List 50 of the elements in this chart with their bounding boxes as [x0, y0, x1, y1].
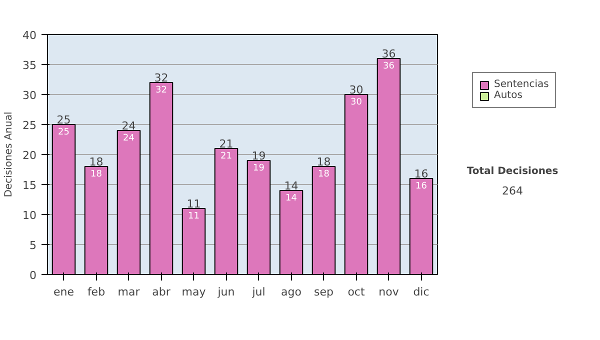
- total-label: 30: [349, 84, 364, 96]
- y-tick-label: 40: [22, 29, 37, 42]
- total-label: 24: [122, 120, 136, 132]
- data-label: 30: [350, 98, 362, 108]
- total-label: 18: [89, 156, 104, 168]
- x-tick-label: may: [182, 286, 206, 298]
- total-label: 25: [56, 114, 71, 126]
- legend-label: Sentencias: [494, 79, 549, 90]
- data-label: 18: [90, 170, 102, 180]
- total-label: 16: [414, 168, 428, 180]
- x-tick-label: oct: [348, 286, 366, 298]
- total-label: 14: [284, 180, 298, 192]
- y-tick-label: 0: [30, 269, 36, 282]
- data-label: 11: [188, 212, 200, 222]
- y-tick-label: 5: [30, 239, 36, 252]
- y-axis-title: Decisiones Anual: [4, 112, 15, 198]
- x-tick-label: ene: [53, 286, 74, 298]
- data-label: 21: [220, 152, 232, 162]
- y-tick-label: 35: [22, 59, 37, 72]
- y-tick-label: 10: [22, 209, 37, 222]
- x-tick-label: dic: [413, 286, 430, 298]
- text: Total Decisiones: [466, 166, 558, 178]
- text: 264: [502, 184, 523, 198]
- x-tick-label: ago: [281, 286, 302, 298]
- y-tick-label: 15: [22, 179, 37, 192]
- data-label: 18: [318, 170, 330, 180]
- x-tick-label: mar: [118, 286, 140, 298]
- y-tick-label: 25: [22, 119, 37, 132]
- x-tick-label: jul: [251, 286, 266, 298]
- y-tick-label: 20: [22, 149, 37, 162]
- data-label: 25: [58, 128, 70, 138]
- total-label: 18: [316, 156, 331, 168]
- legend-label: Autos: [494, 90, 522, 101]
- y-tick-label: 30: [22, 89, 37, 102]
- x-tick-label: sep: [314, 286, 334, 298]
- data-label: 16: [416, 182, 428, 192]
- data-label: 32: [156, 86, 167, 96]
- x-tick-label: jun: [216, 286, 235, 298]
- total-label: 32: [154, 72, 168, 84]
- x-tick-label: abr: [152, 286, 171, 298]
- data-label: 36: [383, 62, 395, 72]
- data-label: 14: [286, 194, 298, 204]
- x-tick-label: nov: [378, 286, 400, 298]
- total-label: 21: [219, 138, 234, 150]
- data-label: 19: [253, 164, 265, 174]
- total-label: 19: [252, 150, 266, 162]
- data-label: 24: [123, 134, 135, 144]
- x-tick-label: feb: [87, 286, 106, 298]
- total-label: 36: [382, 48, 396, 60]
- total-label: 11: [186, 198, 201, 210]
